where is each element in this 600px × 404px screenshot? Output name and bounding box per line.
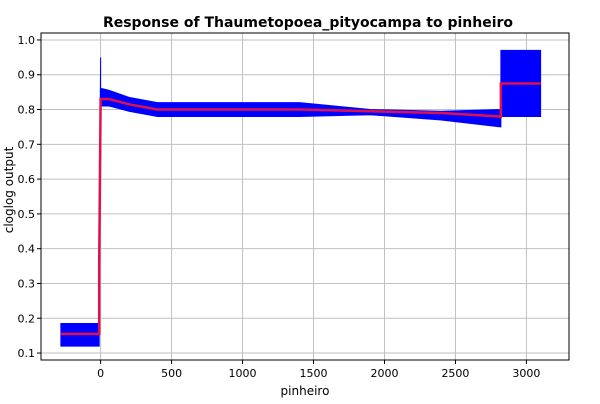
x-tick-label: 3000 bbox=[512, 367, 540, 380]
x-tick-label: 1500 bbox=[300, 367, 328, 380]
y-tick-label: 0.8 bbox=[18, 104, 36, 117]
confidence-band bbox=[60, 49, 542, 347]
y-tick-label: 0.6 bbox=[18, 173, 36, 186]
x-axis-label: pinheiro bbox=[281, 384, 330, 398]
confidence-band-layer bbox=[60, 49, 542, 347]
y-tick-label: 0.7 bbox=[18, 138, 36, 151]
y-axis-ticks: 0.1 0.2 0.3 0.4 0.5 0.6 0.7 0.8 0.9 1.0 bbox=[18, 34, 41, 360]
grid-lines bbox=[41, 33, 569, 360]
x-axis-ticks: 0 500 1000 1500 2000 2500 3000 bbox=[97, 360, 540, 380]
x-tick-label: 2000 bbox=[370, 367, 398, 380]
x-tick-label: 1000 bbox=[229, 367, 257, 380]
y-tick-label: 1.0 bbox=[18, 34, 36, 47]
chart-title: Response of Thaumetopoea_pityocampa to p… bbox=[103, 15, 513, 31]
x-tick-label: 0 bbox=[97, 367, 104, 380]
y-tick-label: 0.3 bbox=[18, 277, 36, 290]
y-tick-label: 0.4 bbox=[18, 243, 36, 256]
response-line-layer bbox=[60, 82, 541, 336]
y-tick-label: 0.9 bbox=[18, 69, 36, 82]
response-line bbox=[60, 82, 541, 336]
plot-area-frame bbox=[40, 32, 570, 361]
y-axis-label: cloglog output bbox=[2, 146, 16, 233]
y-tick-label: 0.2 bbox=[18, 312, 36, 325]
x-tick-label: 2500 bbox=[441, 367, 469, 380]
y-tick-label: 0.1 bbox=[18, 347, 36, 360]
x-tick-label: 500 bbox=[161, 367, 182, 380]
y-tick-label: 0.5 bbox=[18, 208, 36, 221]
